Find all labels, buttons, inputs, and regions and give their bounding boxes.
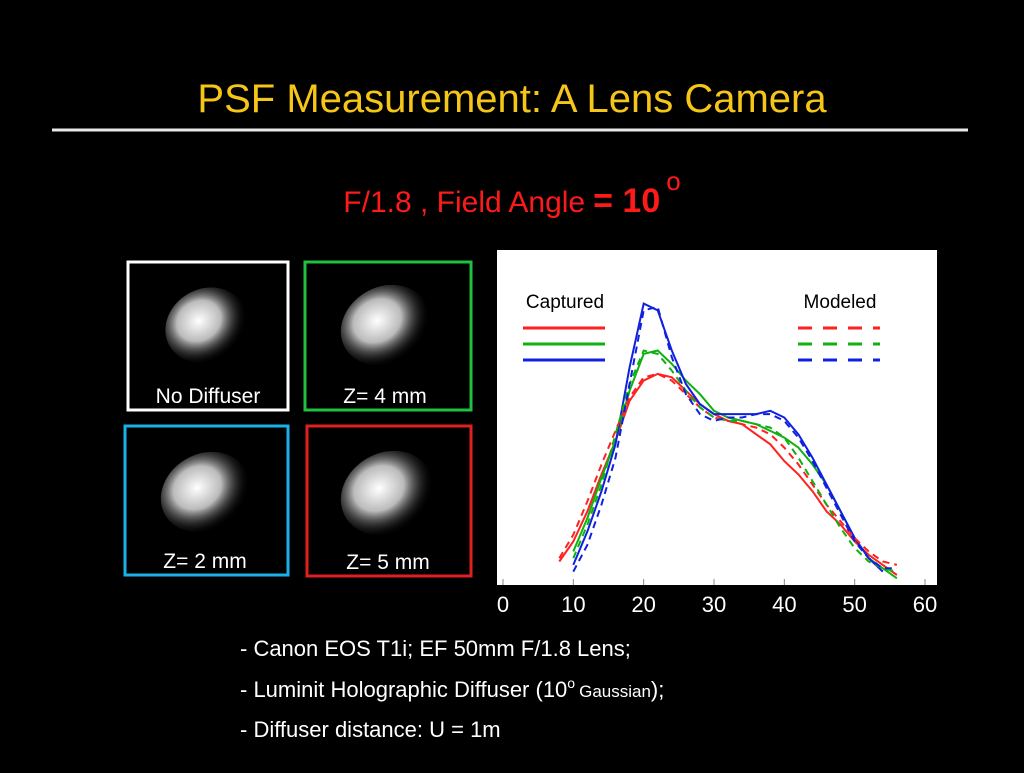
panel-label: Z= 4 mm	[343, 385, 426, 408]
bullet: - Diffuser distance: U = 1m	[240, 717, 501, 742]
series-line	[572, 302, 884, 573]
x-tick-label: 50	[842, 592, 866, 617]
psf-image	[160, 451, 250, 533]
panel-label: No Diffuser	[156, 385, 261, 408]
subtitle-emphasis: = 10	[593, 182, 660, 220]
bullet-text: - Luminit Holographic Diffuser (10	[240, 677, 567, 702]
psf-image	[340, 284, 430, 366]
panel: Z= 2 mm	[123, 424, 290, 577]
legend-label: Captured	[526, 292, 604, 313]
x-tick-label: 60	[913, 592, 937, 617]
subtitle: F/1.8 , Field Angle = 10o	[343, 166, 680, 220]
series-line	[572, 305, 897, 573]
bullet: - Luminit Holographic Diffuser (10o Gauss…	[240, 675, 664, 702]
psf-image	[165, 287, 247, 363]
bullet: - Canon EOS T1i; EF 50mm F/1.8 Lens;	[240, 636, 631, 661]
subtitle-text: F/1.8 , Field Angle	[343, 186, 585, 219]
panel: No Diffuser	[126, 260, 290, 412]
bullet-small: Gaussian	[579, 682, 651, 701]
x-tick-label: 30	[702, 592, 726, 617]
x-tick-label: 10	[561, 592, 585, 617]
bullet-sup: o	[567, 675, 575, 691]
panel-label: Z= 2 mm	[163, 550, 246, 573]
panel-label: Z= 5 mm	[346, 551, 429, 574]
psf-image	[340, 450, 434, 536]
x-tick-label: 20	[631, 592, 655, 617]
legend-label: Modeled	[804, 292, 877, 313]
x-tick-label: 40	[772, 592, 796, 617]
series-line	[572, 349, 898, 573]
series-line	[558, 372, 898, 566]
x-tick-label: 0	[497, 592, 509, 617]
panel: Z= 4 mm	[303, 260, 473, 412]
title: PSF Measurement: A Lens Camera	[197, 77, 827, 121]
bullet-tail: );	[651, 677, 664, 702]
panel: Z= 5 mm	[305, 424, 473, 578]
subtitle-sup: o	[666, 166, 680, 196]
